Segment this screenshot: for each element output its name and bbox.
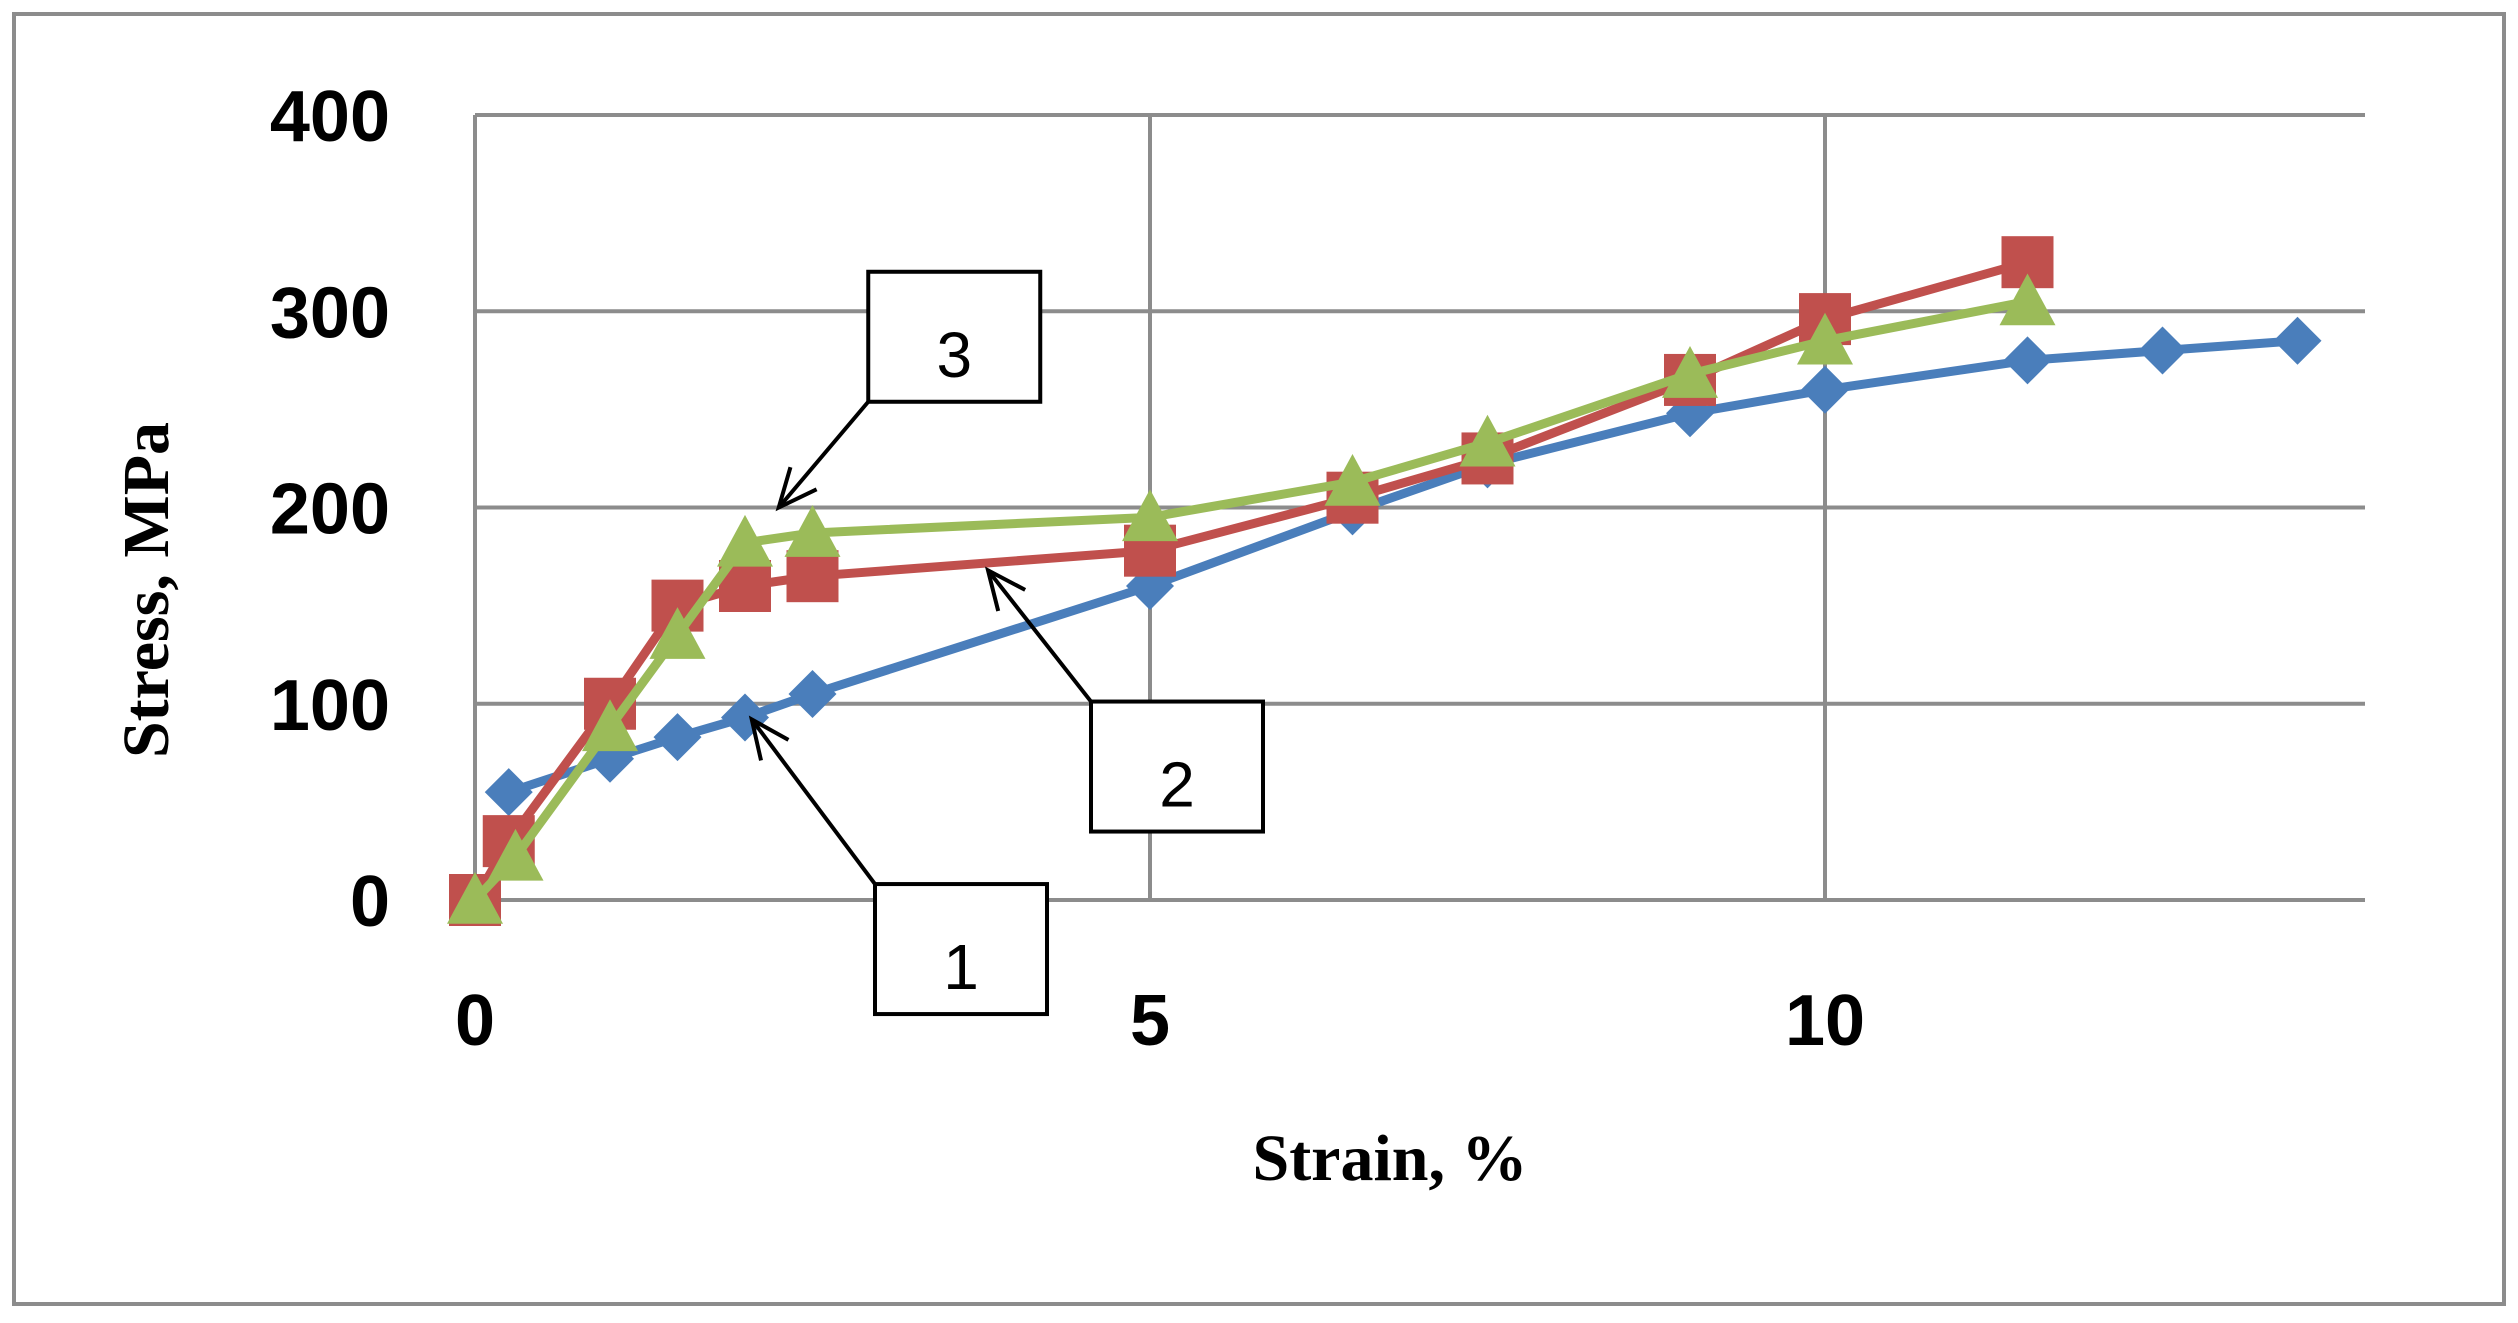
x-axis-title: Strain, %	[1252, 1122, 1527, 1195]
annotations: 1 2 3	[748, 269, 1265, 1017]
callout-1: 1	[748, 715, 1049, 1017]
tick-labels: 0 100 200 300 400 0 5 10	[270, 77, 1865, 1061]
series-3-point	[1459, 414, 1516, 467]
series-1-point	[2003, 336, 2052, 385]
series-3-point	[784, 505, 841, 557]
y-tick-label: 0	[350, 862, 390, 942]
series-3-point	[1999, 273, 2056, 326]
callout-2: 2	[984, 566, 1265, 834]
series-1-point	[2138, 326, 2187, 375]
series-2-point	[786, 550, 839, 603]
callout-label: 3	[936, 319, 972, 391]
x-tick-label: 0	[455, 981, 495, 1061]
callout-arrow-head	[748, 715, 790, 761]
callout-label: 1	[943, 931, 979, 1003]
y-axis-title: Stress, MPa	[110, 422, 183, 758]
x-tick-label: 5	[1130, 981, 1170, 1061]
y-tick-label: 100	[270, 666, 390, 746]
callout-box	[873, 882, 1049, 1017]
series-1-point	[788, 669, 837, 718]
series	[447, 236, 2322, 926]
series-3-point	[1122, 489, 1178, 542]
series-1-point	[653, 713, 702, 762]
x-tick-label: 10	[1785, 981, 1865, 1061]
callout-box	[1089, 699, 1265, 834]
chart-border	[12, 12, 2506, 1306]
y-tick-label: 300	[270, 273, 390, 353]
series-3-point	[1797, 312, 1853, 365]
series-3-point	[717, 514, 773, 567]
series-3-point	[1662, 346, 1718, 398]
callout-arrow-head	[775, 466, 818, 512]
series-3-point	[649, 607, 706, 659]
series-3-point	[447, 872, 503, 924]
series-1-point	[484, 768, 533, 817]
series-3	[447, 273, 2056, 924]
callout-arrow-line	[750, 718, 877, 886]
callout-arrow-head	[984, 566, 1027, 612]
series-1-point	[1801, 365, 1849, 414]
callout-label: 2	[1159, 749, 1195, 821]
y-tick-label: 400	[270, 77, 390, 157]
series-3-point	[487, 828, 544, 881]
series-1-point	[2273, 316, 2322, 365]
callout-arrow-line	[777, 400, 870, 509]
y-tick-label: 200	[270, 470, 390, 550]
series-3-point	[1324, 453, 1381, 506]
callout-arrow-line	[986, 569, 1093, 703]
callout-3: 3	[775, 269, 1043, 512]
callout-box	[866, 269, 1043, 404]
series-3-point	[582, 699, 638, 752]
